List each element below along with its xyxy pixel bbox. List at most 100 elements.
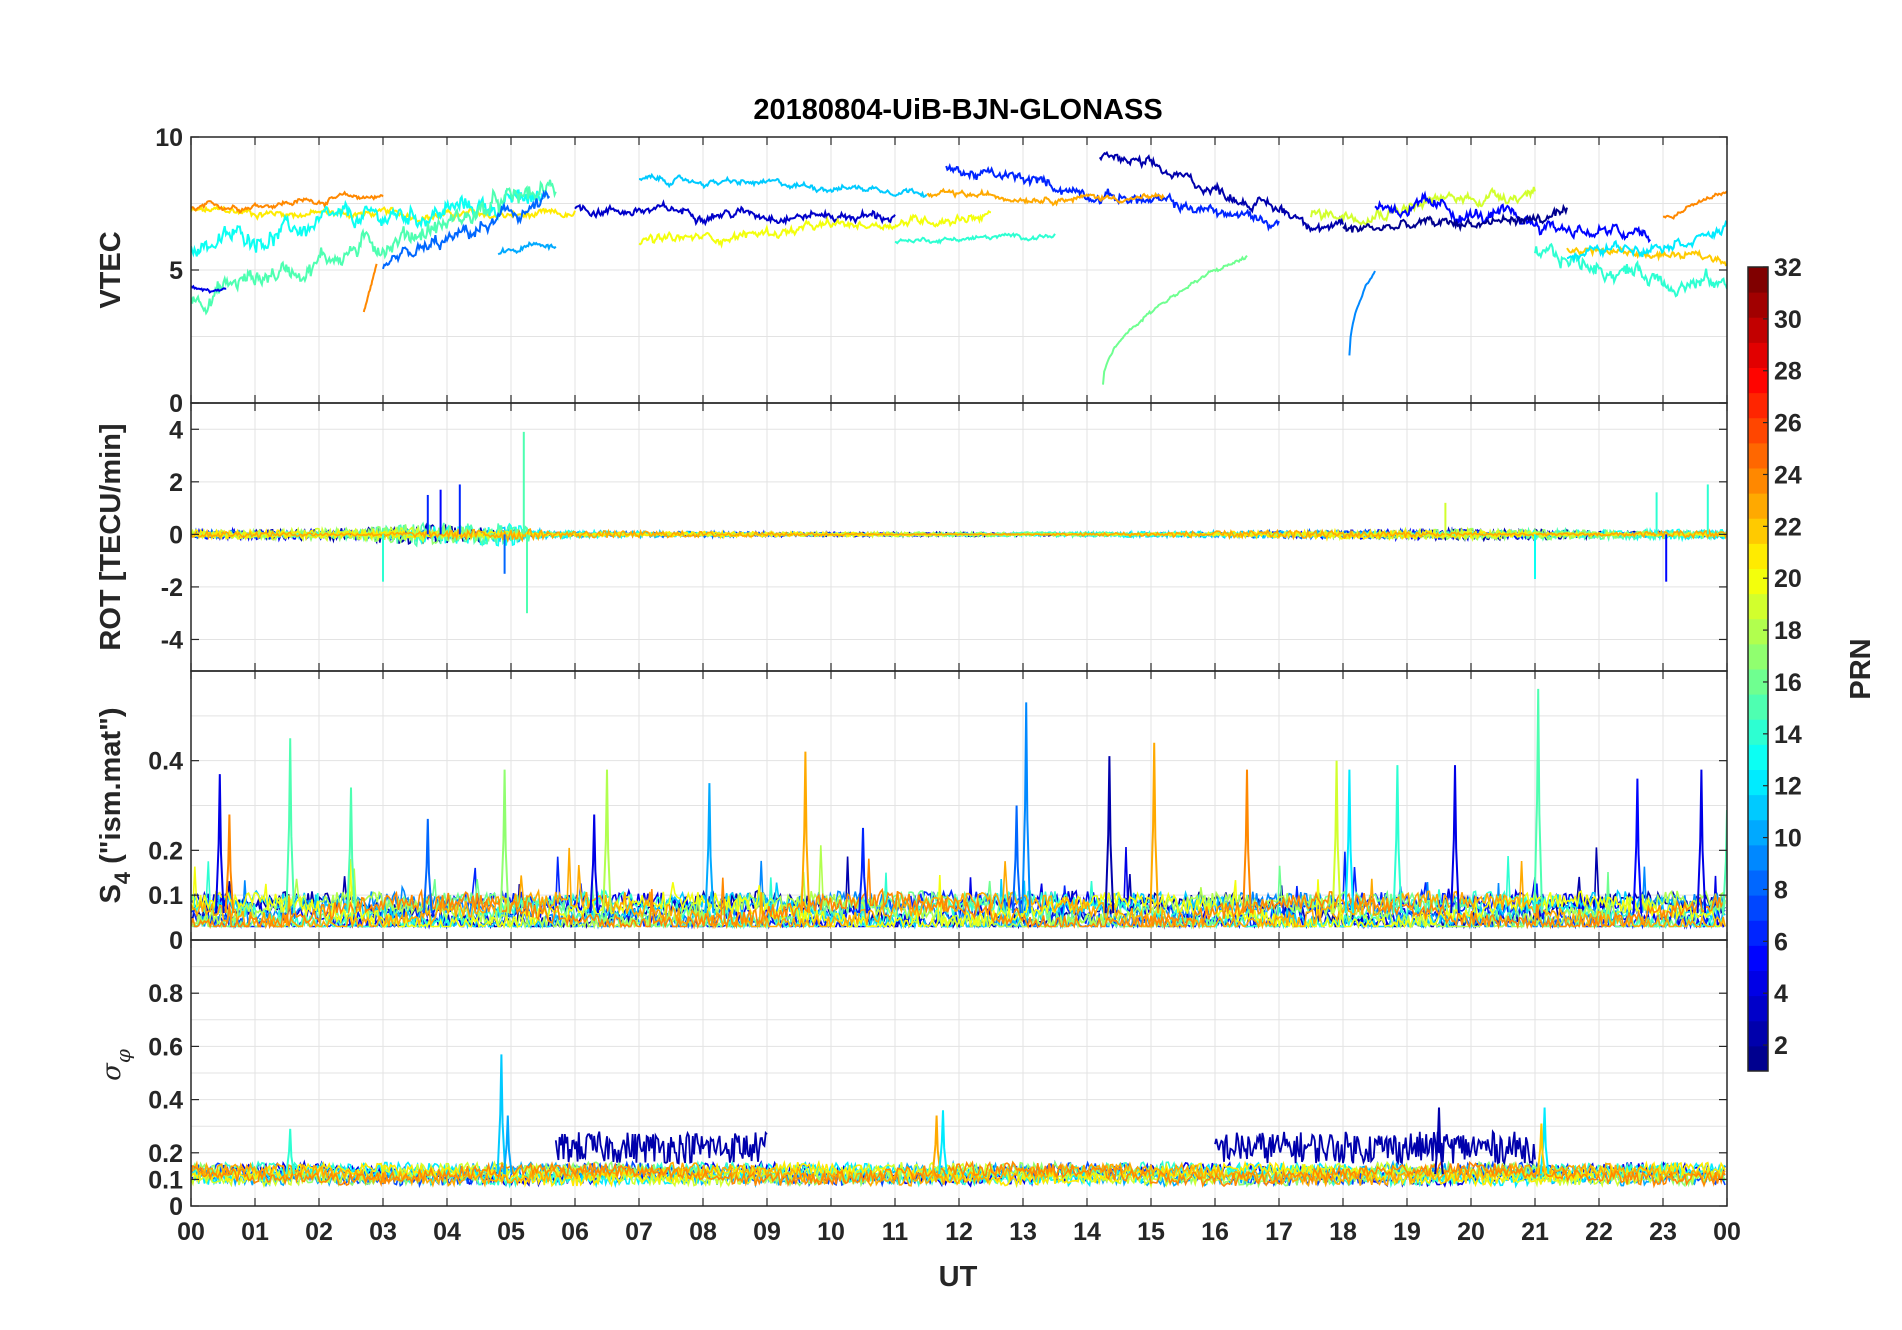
colorbar-swatch [1748,719,1768,745]
colorbar-tick-label: 8 [1774,876,1788,904]
s4-spike [1722,809,1727,914]
vtec-line-prn-23 [926,187,1165,207]
colorbar-swatch [1748,593,1768,620]
x-tick-label: 00 [1713,1218,1741,1246]
sigma-line-prn-24 [191,1160,1726,1189]
vtec-line-prn-1 [1342,203,1568,233]
s4-spike [704,783,715,914]
colorbar-tick-label: 2 [1774,1032,1788,1060]
vtec-line-prn-8 [382,189,551,270]
sigma-spike [1434,1107,1444,1175]
colorbar-swatch [1748,442,1768,469]
s4-spike [499,769,510,914]
sigma-high-band [1214,1129,1536,1166]
colorbar-swatch [1748,945,1768,971]
series-vtec [191,150,1727,385]
y-tick-label-vtec: 10 [155,124,183,152]
sigma-spike [938,1110,948,1175]
s4-spike [224,814,235,914]
colorbar-swatch [1748,895,1768,921]
s4-spike [1533,688,1544,914]
colorbar-tick-label: 20 [1774,565,1802,593]
x-tick-label: 10 [817,1218,845,1246]
x-tick-label: 06 [561,1218,589,1246]
s4-spike [1021,702,1032,914]
y-tick-label-vtec: 5 [169,257,183,285]
panel-sigma: 00.10.2 0.4 0.6 0.8 σφ [97,939,1728,1221]
x-tick-labels: 00 01 02 03 04 05 06 07 08 09 10 11 12 13 14 15 16 17 18 19… [177,1218,1741,1246]
s4-spike [1331,760,1342,914]
colorbar-swatch [1748,769,1768,796]
y-tick-label-sigma: 0.8 [148,980,183,1008]
rot-line-prn-23 [191,527,1727,543]
colorbar-swatch [1748,367,1768,394]
s4-spike [858,827,868,914]
vtec-line-prn-9 [1348,270,1376,356]
s4-spike [602,769,612,914]
colorbar-swatch [1748,568,1768,595]
vtec-line-prn-14 [894,232,1056,245]
colorbar-label: PRN [1845,638,1877,699]
vtec-line-prn-20 [638,209,992,249]
s4-spike [1011,805,1022,914]
y-tick-label-rot: -2 [161,574,183,602]
colorbar-swatch [1748,392,1768,419]
sigma-spike [931,1115,942,1175]
colorbar-tick-label: 18 [1774,617,1802,645]
colorbar-swatch [1748,995,1768,1022]
vtec-line-prn-14 [1534,242,1727,298]
x-tick-label: 16 [1201,1218,1229,1246]
sigma-spike [285,1128,296,1175]
y-axis-label-rot: ROT [TECU/min] [95,423,127,650]
sigma-line-prn-12 [191,1160,1726,1189]
panel-vtec: 0 5 10 VTEC [95,124,1728,418]
x-tick-label: 00 [177,1218,205,1246]
colorbar-swatch [1748,292,1768,318]
x-tick-label: 03 [369,1218,397,1246]
colorbar-tick-label: 4 [1774,980,1788,1008]
x-tick-label: 20 [1457,1218,1485,1246]
y-tick-label-rot: 2 [169,469,183,497]
colorbar-swatch [1748,870,1768,896]
colorbar-tick-label: 10 [1774,825,1802,853]
colorbar-swatch [1748,342,1768,368]
y-axis-label-s4: S4 ("ism.mat") [95,707,135,903]
s4-spike [1104,756,1115,914]
vtec-line-prn-15 [191,179,557,316]
s4-spike [1344,769,1355,914]
s4-line-prn-24 [191,858,1726,930]
colorbar-swatch [1748,1020,1768,1047]
vtec-line-prn-10 [497,241,557,256]
vtec-line-prn-24 [362,263,378,313]
colorbar-swatch [1748,518,1768,544]
colorbar-tick-label: 24 [1774,461,1802,489]
x-tick-label: 12 [945,1218,973,1246]
y-tick-label-rot: -4 [161,626,183,654]
s4-line-prn-20 [191,858,1726,930]
vtec-line-prn-3 [574,199,896,227]
colorbar-tick-label: 30 [1774,306,1802,334]
colorbar-swatch [1748,643,1768,670]
sigma-spike [502,1115,513,1175]
colorbar-tick-label: 32 [1774,254,1802,282]
s4-spike [285,738,296,914]
vtec-line-prn-16 [1102,254,1248,385]
x-tick-label: 23 [1649,1218,1677,1246]
vtec-line-prn-11 [639,172,928,199]
s4-spike [1242,769,1252,914]
colorbar-frame [1747,266,1769,1072]
y-tick-label-sigma: 0.6 [148,1033,183,1061]
colorbar-swatch [1748,267,1768,293]
sigma-high-band [554,1130,768,1165]
grid-s4 [191,671,1727,940]
y-axis-label-vtec: VTEC [95,231,127,308]
colorbar-tick-label: 16 [1774,669,1802,697]
y-tick-label-vtec: 0 [169,390,183,418]
x-tick-label: 01 [241,1218,269,1246]
s4-spike [800,751,811,914]
vtec-line-prn-13 [191,189,544,258]
y-tick-label-s4: 0 [169,927,183,955]
